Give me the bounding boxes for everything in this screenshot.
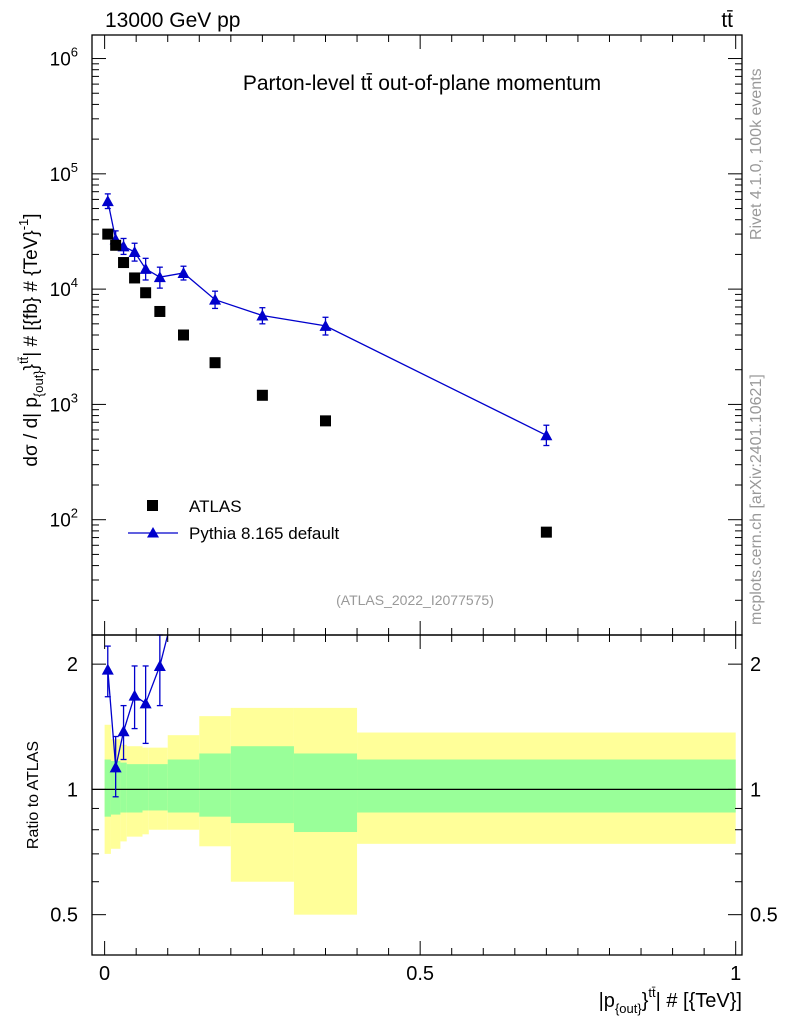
ratio-data xyxy=(101,634,169,798)
main-frame xyxy=(91,34,743,636)
rivet-label: Rivet 4.1.0, 100k events xyxy=(748,68,765,240)
main-y-tick-label: 104 xyxy=(50,275,78,301)
x-tick-label: 0.5 xyxy=(406,963,434,985)
header-left: 13000 GeV pp xyxy=(105,9,240,32)
ylabel-sup-a: } xyxy=(21,364,42,370)
ratio-y-tick-label-left: 0.5 xyxy=(50,905,78,927)
mcplots-label: mcplots.cern.ch [arXiv:2401.10621] xyxy=(748,374,765,625)
ratio-panel: 0.5 0.51 12 2 0 0.5 1 Ratio to ATLAS |p{out}}… xyxy=(25,634,778,1016)
ratio-frame xyxy=(91,634,743,956)
header-right: tt̄ xyxy=(721,9,733,32)
ratio-point xyxy=(101,663,114,675)
ratio-band-inner xyxy=(293,753,358,833)
atlas-point xyxy=(540,526,552,538)
main-y-tick-label: 105 xyxy=(50,160,78,186)
ratio-y-axis-label: Ratio to ATLAS xyxy=(25,741,42,849)
ratio-point xyxy=(153,659,166,671)
ratio-y-tick-label-left: 2 xyxy=(67,654,78,676)
ratio-point xyxy=(139,697,152,709)
ratio-bands xyxy=(104,707,736,915)
xlabel-pre: |p xyxy=(599,990,615,1012)
legend-pythia-label: Pythia 8.165 default xyxy=(189,524,340,543)
xlabel-rest: | # [{TeV}] xyxy=(656,990,742,1012)
xlabel-sup-b: tt̄ xyxy=(648,985,656,1000)
ylabel-rest: | # [{fb} # {TeV} xyxy=(21,230,42,356)
ratio-y-tick-label-right: 1 xyxy=(750,779,761,801)
ratio-band-inner xyxy=(104,759,111,817)
ratio-y-tick-label-right: 2 xyxy=(750,654,761,676)
atlas-point xyxy=(319,415,331,427)
legend-pythia-marker xyxy=(147,527,159,538)
atlas-point xyxy=(154,305,166,317)
ratio-band-inner xyxy=(120,762,127,813)
ratio-band-inner xyxy=(199,753,231,817)
ylabel-main: dσ / d| p xyxy=(21,397,42,466)
atlas-point xyxy=(178,329,190,341)
ratio-band-inner xyxy=(167,759,200,813)
x-tick-label: 1 xyxy=(730,963,741,985)
x-tick-label: 0 xyxy=(99,963,110,985)
pythia-point xyxy=(101,195,114,207)
legend-atlas-marker xyxy=(147,500,158,511)
ratio-y-tick-label-right: 0.5 xyxy=(750,905,778,927)
chart-title: Parton-level tt̄ out-of-plane momentum xyxy=(243,72,601,95)
pythia-point xyxy=(177,266,190,278)
main-y-tick-label: 103 xyxy=(50,390,78,416)
ratio-band-inner xyxy=(126,764,143,813)
ylabel-sub: {out} xyxy=(31,370,46,397)
svg-text:dσ / d| p{out}}tt̄| # [{fb} #: dσ / d| p{out}}tt̄| # [{fb} # {TeV}-1] xyxy=(16,213,46,466)
ratio-point xyxy=(128,689,141,701)
ratio-y-tick-labels: 0.5 0.5 1 1 2 2 xyxy=(50,654,778,927)
pythia-point xyxy=(319,319,332,331)
atlas-point xyxy=(256,389,268,401)
ratio-band-inner xyxy=(230,746,294,824)
pythia-line xyxy=(107,200,547,436)
ratio-band-inner xyxy=(148,764,168,811)
pythia-point xyxy=(540,429,553,441)
atlas-point xyxy=(129,272,141,284)
ratio-band-inner xyxy=(357,759,736,813)
legend: ATLAS Pythia 8.165 default xyxy=(128,497,340,543)
ylabel-unit-exp: -1 xyxy=(16,219,31,231)
atlas-point xyxy=(118,257,130,269)
atlas-point xyxy=(140,287,152,299)
main-y-tick-label: 102 xyxy=(50,506,78,532)
ratio-band-inner xyxy=(142,764,149,811)
x-axis-label: |p{out}}tt̄| # [{TeV}] xyxy=(599,985,742,1016)
ylabel-close: ] xyxy=(21,213,42,218)
main-y-axis-label: dσ / d| p{out}}tt̄| # [{fb} # {TeV}-1] xyxy=(16,213,46,466)
main-axis-ticks xyxy=(92,35,742,636)
pythia-point xyxy=(209,293,222,305)
atlas-point xyxy=(102,228,114,240)
analysis-id: (ATLAS_2022_I2077575) xyxy=(336,592,494,608)
ratio-x-tick-labels: 0 0.5 1 xyxy=(99,963,741,985)
pythia-point xyxy=(153,271,166,283)
ratio-point xyxy=(109,761,122,773)
svg-text:|p{out}}tt̄| # [{TeV}]: |p{out}}tt̄| # [{TeV}] xyxy=(599,985,742,1016)
ratio-point xyxy=(117,725,130,737)
main-y-tick-label: 106 xyxy=(50,45,78,71)
ylabel-sup-b: tt̄ xyxy=(16,356,31,364)
pythia-point xyxy=(128,245,141,257)
xlabel-sup-a: } xyxy=(642,990,649,1012)
pythia-point xyxy=(256,309,269,321)
atlas-point xyxy=(209,357,221,369)
atlas-point xyxy=(110,239,122,251)
main-y-tick-labels: 102 103 104 105 106 xyxy=(50,45,78,532)
pythia-point xyxy=(139,262,152,274)
legend-atlas-label: ATLAS xyxy=(189,497,242,516)
main-panel: 102 103 104 105 106 Parton-level tt̄ out-of-… xyxy=(16,34,743,636)
main-data xyxy=(101,193,553,538)
ratio-y-tick-label-left: 1 xyxy=(67,779,78,801)
xlabel-sub: {out} xyxy=(615,1001,642,1016)
